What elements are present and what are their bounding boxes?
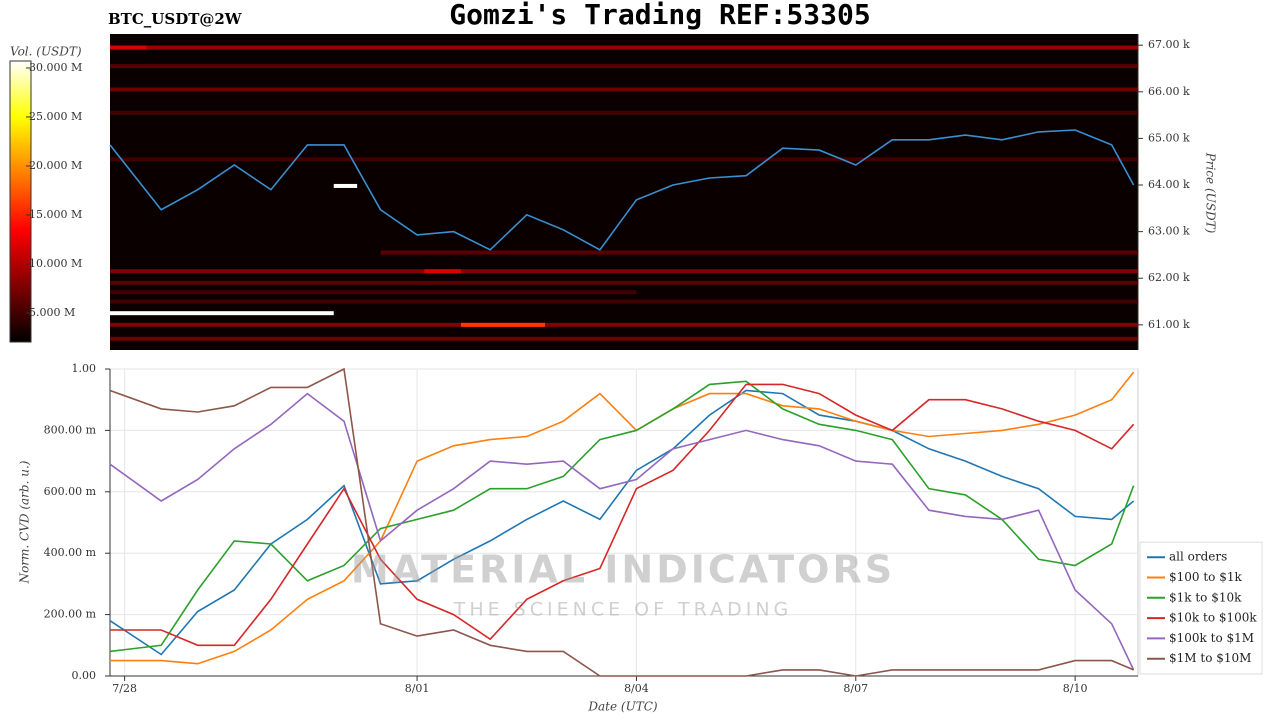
- heatmap-cell: [110, 45, 1138, 50]
- legend-label: $1M to $10M: [1169, 651, 1251, 665]
- x-tick-label: 8/04: [624, 682, 649, 695]
- watermark: THE SCIENCE OF TRADING: [453, 599, 793, 621]
- heatmap-cell: [110, 311, 334, 316]
- series-line: [109, 392, 1135, 671]
- heatmap-cell: [333, 183, 358, 188]
- y-tick-label: 800.00 m: [44, 423, 97, 436]
- heatmap-cell: [110, 110, 1138, 115]
- heatmap-cell: [110, 269, 1138, 274]
- price-line: [109, 129, 1135, 251]
- colorbar-tick-label: 15.000 M: [29, 208, 82, 221]
- y-tick-label: 67.00 k: [1148, 38, 1190, 51]
- y-tick-label: 200.00 m: [44, 608, 97, 621]
- heatmap-cell: [110, 322, 1138, 327]
- heatmap-cell: [110, 64, 1138, 69]
- heatmap-cell: [110, 299, 1138, 304]
- series-line: [109, 367, 1134, 677]
- legend-label: all orders: [1169, 550, 1227, 564]
- colorbar-tick-label: 30.000 M: [29, 61, 82, 74]
- page-title: Gomzi's Trading REF:53305: [449, 0, 870, 31]
- y-tick-label: 0.00: [72, 669, 97, 682]
- y-tick-label: 63.00 k: [1148, 225, 1190, 238]
- colorbar-tick-label: 20.000 M: [29, 159, 82, 172]
- colorbar-tick-label: 10.000 M: [29, 257, 82, 270]
- legend-label: $100k to $1M: [1169, 631, 1254, 645]
- heatmap-cell: [424, 269, 461, 274]
- plot-area: [109, 368, 1139, 677]
- y-tick-label: 65.00 k: [1148, 131, 1190, 144]
- chart-subtitle: BTC_USDT@2W: [108, 10, 243, 28]
- series-line: [109, 389, 1135, 656]
- heatmap-cell: [110, 280, 1138, 285]
- series-line: [109, 380, 1135, 653]
- heatmap-cell: [110, 87, 1138, 92]
- legend-label: $100 to $1k: [1169, 570, 1242, 584]
- y-tick-label: 400.00 m: [44, 546, 97, 559]
- y-tick-label: 64.00 k: [1148, 178, 1190, 191]
- heatmap-cell: [110, 157, 1138, 162]
- colorbar-label: Vol. (USDT): [10, 45, 82, 59]
- y-axis-label: Norm. CVD (arb. u.): [18, 460, 32, 584]
- colorbar: [9, 60, 32, 343]
- colorbar-tick-label: 5.000 M: [29, 306, 75, 319]
- heatmap-background: [110, 34, 1138, 350]
- x-tick-label: 8/10: [1063, 682, 1088, 695]
- legend-label: $1k to $10k: [1169, 590, 1242, 604]
- x-axis-label: Date (UTC): [587, 700, 657, 714]
- legend-label: $10k to $100k: [1169, 611, 1257, 625]
- watermark: MATERIAL INDICATORS: [351, 548, 895, 592]
- colorbar-tick-label: 25.000 M: [29, 110, 82, 123]
- y-tick-label: 62.00 k: [1148, 271, 1190, 284]
- heatmap-cell: [110, 290, 637, 295]
- heatmap-cell: [110, 45, 147, 50]
- legend-box: [1139, 541, 1263, 675]
- heatmap-cell: [460, 322, 546, 327]
- x-tick-label: 8/01: [405, 682, 430, 695]
- series-line: [110, 383, 1135, 647]
- x-tick-label: 8/07: [843, 682, 868, 695]
- heatmap-cell: [110, 336, 1138, 341]
- y-tick-label: 61.00 k: [1148, 318, 1190, 331]
- heatmap-cell: [380, 250, 1138, 255]
- x-tick-label: 7/28: [112, 682, 137, 695]
- y-axis-label: Price (USDT): [1204, 152, 1218, 234]
- y-tick-label: 1.00: [72, 362, 97, 375]
- y-tick-label: 600.00 m: [44, 485, 97, 498]
- y-tick-label: 66.00 k: [1148, 85, 1190, 98]
